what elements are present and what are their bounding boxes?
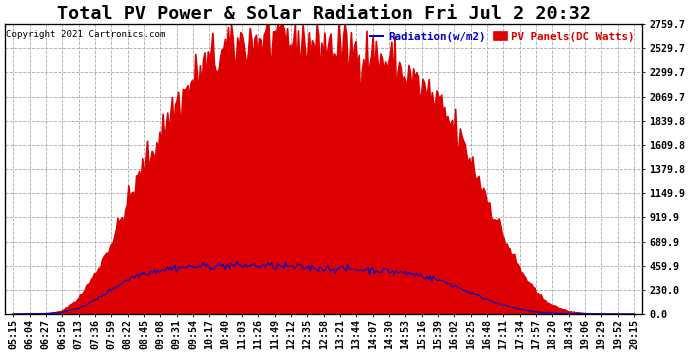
Title: Total PV Power & Solar Radiation Fri Jul 2 20:32: Total PV Power & Solar Radiation Fri Jul… — [57, 5, 591, 23]
Text: Copyright 2021 Cartronics.com: Copyright 2021 Cartronics.com — [6, 30, 166, 39]
Legend: Radiation(w/m2), PV Panels(DC Watts): Radiation(w/m2), PV Panels(DC Watts) — [368, 29, 637, 44]
